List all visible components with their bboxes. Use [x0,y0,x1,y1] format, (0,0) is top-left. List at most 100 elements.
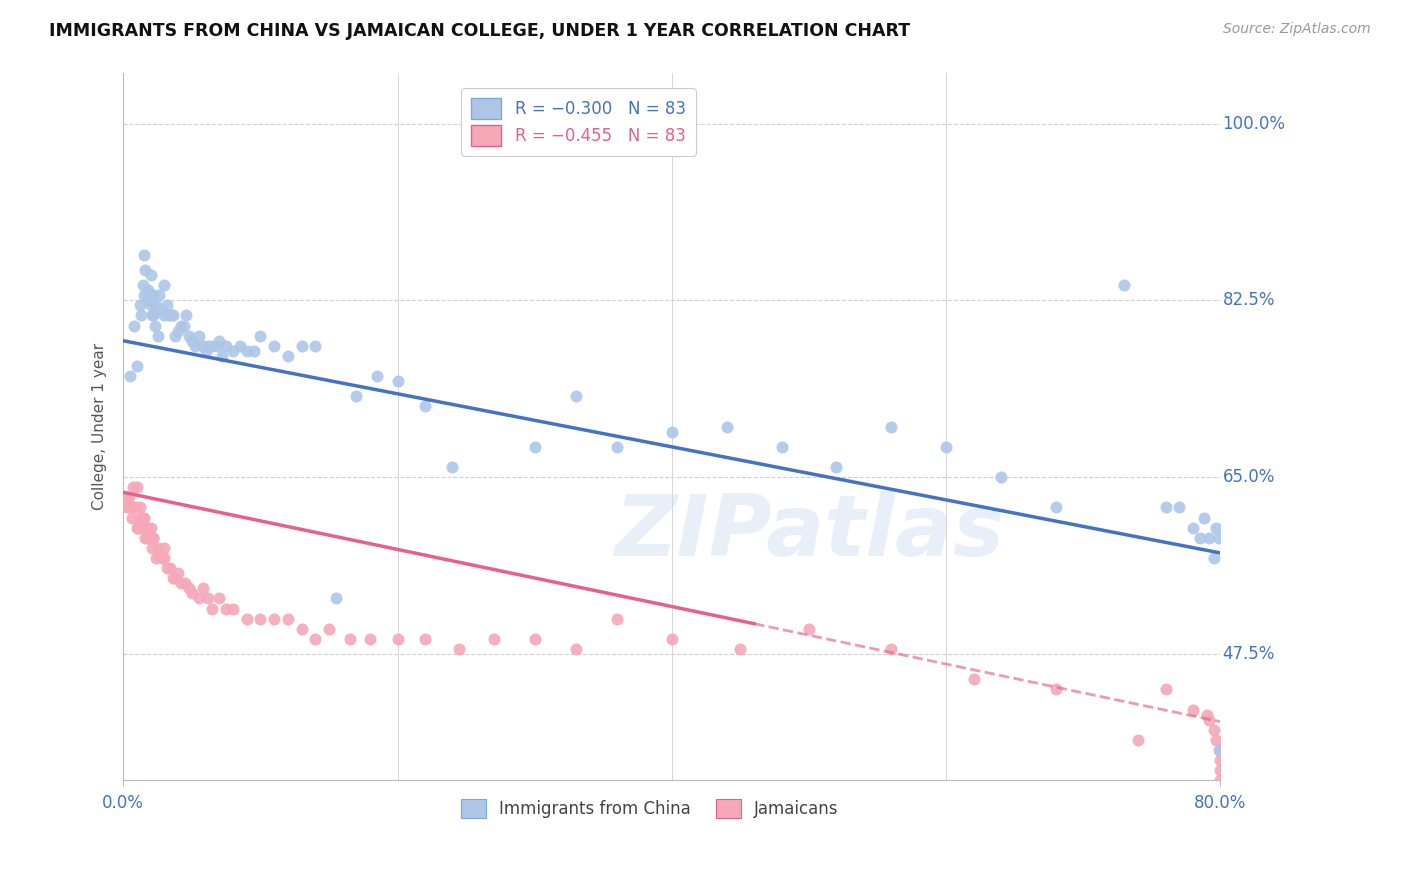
Point [208,334,231,348]
Point [191,339,214,353]
Point [208,591,231,606]
Point [1209,753,1232,767]
Point [142,309,165,323]
Point [134,531,156,545]
Point [146,328,169,343]
Point [125,521,148,535]
Point [127,521,149,535]
Point [132,288,155,302]
Point [222,601,245,615]
Point [136,521,159,535]
Point [606,440,628,454]
Point [183,339,205,353]
Point [523,632,546,646]
Point [191,582,214,596]
Point [120,500,142,515]
Point [165,571,187,585]
Point [180,586,202,600]
Point [565,389,588,403]
Point [606,612,628,626]
Point [125,359,148,373]
Point [770,440,793,454]
Point [136,293,159,308]
Point [139,268,162,282]
Point [173,318,195,333]
Point [229,339,252,353]
Point [215,339,238,353]
Point [132,521,155,535]
Point [118,491,141,505]
Point [441,460,464,475]
Point [197,339,219,353]
Point [249,612,271,626]
Point [387,632,409,646]
Point [131,510,153,524]
Point [413,632,436,646]
Point [128,298,150,312]
Point [290,622,312,636]
Point [138,531,160,545]
Point [128,500,150,515]
Point [366,369,388,384]
Point [661,425,683,439]
Point [141,309,163,323]
Point [235,343,257,358]
Text: 82.5%: 82.5% [1223,292,1275,310]
Point [1205,521,1227,535]
Point [129,521,152,535]
Point [134,263,156,277]
Point [1195,707,1218,722]
Point [136,283,159,297]
Point [135,531,157,545]
Point [153,309,176,323]
Point [1198,531,1220,545]
Point [215,601,238,615]
Point [482,142,505,156]
Point [1202,723,1225,737]
Point [222,343,245,358]
Point [482,632,505,646]
Point [1192,510,1215,524]
Point [1154,682,1177,697]
Point [1208,531,1230,545]
Point [187,591,209,606]
Point [339,632,361,646]
Point [325,591,347,606]
Point [304,339,326,353]
Point [139,298,162,312]
Point [1209,783,1232,797]
Point [825,460,848,475]
Text: 100.0%: 100.0% [1223,114,1285,133]
Point [162,309,184,323]
Point [153,551,176,566]
Point [115,491,138,505]
Point [148,546,170,560]
Point [730,642,752,657]
Point [156,561,179,575]
Point [120,369,142,384]
Point [1205,732,1227,747]
Point [170,318,193,333]
Point [565,642,588,657]
Point [1181,702,1204,716]
Text: 65.0%: 65.0% [1223,468,1275,486]
Point [165,328,187,343]
Point [132,510,155,524]
Point [201,339,224,353]
Point [277,612,299,626]
Point [179,328,201,343]
Point [318,622,340,636]
Point [387,374,409,388]
Point [235,612,257,626]
Point [880,642,903,657]
Point [1209,773,1232,788]
Point [138,288,160,302]
Point [121,510,143,524]
Point [174,576,197,591]
Point [197,591,219,606]
Point [145,551,167,566]
Point [153,278,176,293]
Point [167,566,190,581]
Legend: Immigrants from China, Jamaicans: Immigrants from China, Jamaicans [454,792,845,825]
Text: Source: ZipAtlas.com: Source: ZipAtlas.com [1223,22,1371,37]
